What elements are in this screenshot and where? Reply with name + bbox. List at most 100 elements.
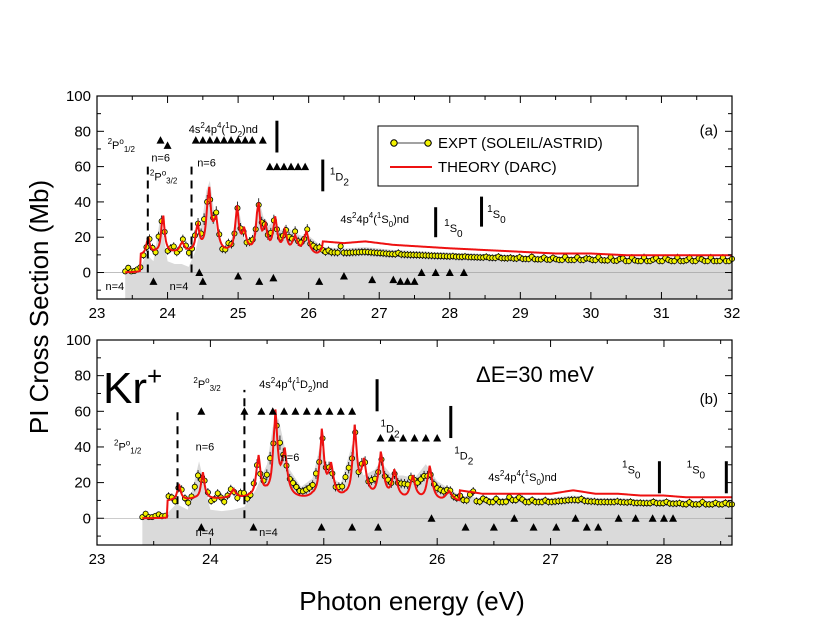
legend-expt-label: EXPT (SOLEIL/ASTRID) xyxy=(438,135,603,152)
series-marker xyxy=(325,407,334,415)
series-marker xyxy=(489,523,498,531)
y-tick-label: 80 xyxy=(74,123,91,140)
series-marker xyxy=(431,268,440,277)
x-tick-label: 26 xyxy=(429,551,446,568)
y-tick-label: 20 xyxy=(74,229,91,246)
series-marker xyxy=(240,407,249,415)
x-tick-label: 26 xyxy=(300,305,317,322)
annotation-label: n=6 xyxy=(196,442,215,454)
x-tick-label: 24 xyxy=(202,551,219,568)
series-marker xyxy=(287,162,296,171)
series-marker xyxy=(234,136,243,144)
series-marker xyxy=(198,277,207,285)
term-label: 1S0 xyxy=(487,204,506,226)
theory-curve xyxy=(125,186,732,274)
x-tick-label: 23 xyxy=(89,551,106,568)
legend-box xyxy=(377,125,639,187)
x-tick-label: 32 xyxy=(724,305,741,322)
series-marker xyxy=(631,514,640,522)
term-label: 1S0 xyxy=(444,218,463,240)
expt-point xyxy=(337,243,344,250)
series-marker xyxy=(529,523,538,531)
series-marker xyxy=(348,407,357,415)
series-marker xyxy=(659,514,668,522)
series-marker xyxy=(301,162,310,171)
panel-a: 2Po1/2 2Po3/2 n=6 n=6 n=4 n=4 4s24p4(1D2)nd 4s2… xyxy=(66,88,740,322)
y-tick-label: 60 xyxy=(74,159,91,176)
annotation-label: n=4 xyxy=(105,281,124,293)
configuration-label: 4s24p4(1D2)nd xyxy=(189,121,258,139)
series-marker xyxy=(291,407,300,415)
series-marker xyxy=(368,275,377,284)
expt-point xyxy=(214,490,221,497)
series-marker xyxy=(376,434,385,442)
legend-expt-marker xyxy=(390,139,398,147)
x-axis-label: Photon energy (eV) xyxy=(299,586,524,616)
theory-curve xyxy=(142,409,732,520)
panel-label: (a) xyxy=(700,123,718,140)
expt-point xyxy=(213,209,220,216)
y-tick-label: 20 xyxy=(74,475,91,492)
y-axis-label: PI Cross Section (Mb) xyxy=(24,180,54,434)
series-marker xyxy=(255,277,264,285)
series-marker xyxy=(268,407,277,415)
annotation-label: n=4 xyxy=(196,527,215,539)
term-label: 2Po3/2 xyxy=(193,376,221,393)
configuration-label: 4s24p4(1S0)nd xyxy=(340,211,409,229)
annotation-label: n=6 xyxy=(197,158,216,170)
expt-point xyxy=(195,472,202,479)
series-marker xyxy=(315,277,324,285)
series-marker xyxy=(510,514,519,522)
series-marker xyxy=(279,162,288,171)
x-tick-label: 31 xyxy=(653,305,670,322)
resolution-label: ΔE=30 meV xyxy=(476,362,594,387)
series-marker xyxy=(302,407,311,415)
legend-theory-label: THEORY (DARC) xyxy=(438,159,557,176)
series-marker xyxy=(374,523,383,531)
x-tick-label: 23 xyxy=(89,305,106,322)
series-marker xyxy=(197,407,206,415)
series-marker xyxy=(459,268,468,277)
y-tick-label: 60 xyxy=(74,403,91,420)
series-marker xyxy=(427,514,436,522)
x-tick-label: 27 xyxy=(542,551,559,568)
panel-label: (b) xyxy=(700,391,718,408)
series-marker xyxy=(582,523,591,531)
series-marker xyxy=(445,268,454,277)
series-marker xyxy=(212,136,221,144)
y-tick-label: 0 xyxy=(83,265,91,282)
annotation-label: n=4 xyxy=(259,527,278,539)
expt-point xyxy=(339,483,346,490)
series-marker xyxy=(257,407,266,415)
continuum-shade xyxy=(125,180,732,299)
x-tick-label: 27 xyxy=(371,305,388,322)
x-tick-label: 30 xyxy=(583,305,600,322)
series-marker xyxy=(258,136,267,144)
annotation-label: n=4 xyxy=(170,281,189,293)
series-marker xyxy=(205,136,214,144)
y-tick-label: 40 xyxy=(74,194,91,211)
expt-point xyxy=(334,249,341,256)
expt-point xyxy=(263,471,270,478)
x-tick-label: 25 xyxy=(315,551,332,568)
series-marker xyxy=(195,268,204,277)
expt-point xyxy=(502,498,509,505)
annotation-label: n=6 xyxy=(151,152,170,164)
expt-point xyxy=(671,258,678,265)
expt-point xyxy=(342,474,349,481)
plot-frame xyxy=(96,339,733,546)
expt-point xyxy=(191,483,198,490)
series-marker xyxy=(396,277,405,285)
term-label: 2Po1/2 xyxy=(114,439,142,456)
expt-point xyxy=(637,258,644,265)
series-marker xyxy=(269,273,278,282)
configuration-label: 4s24p4(1S0)nd xyxy=(488,469,557,487)
y-tick-label: 40 xyxy=(74,439,91,456)
series-marker xyxy=(614,514,623,522)
term-label: 2Po1/2 xyxy=(108,137,136,154)
series-marker xyxy=(227,136,236,144)
series-marker xyxy=(403,277,412,285)
term-label: 1D2 xyxy=(454,445,474,467)
series-marker xyxy=(348,523,357,531)
